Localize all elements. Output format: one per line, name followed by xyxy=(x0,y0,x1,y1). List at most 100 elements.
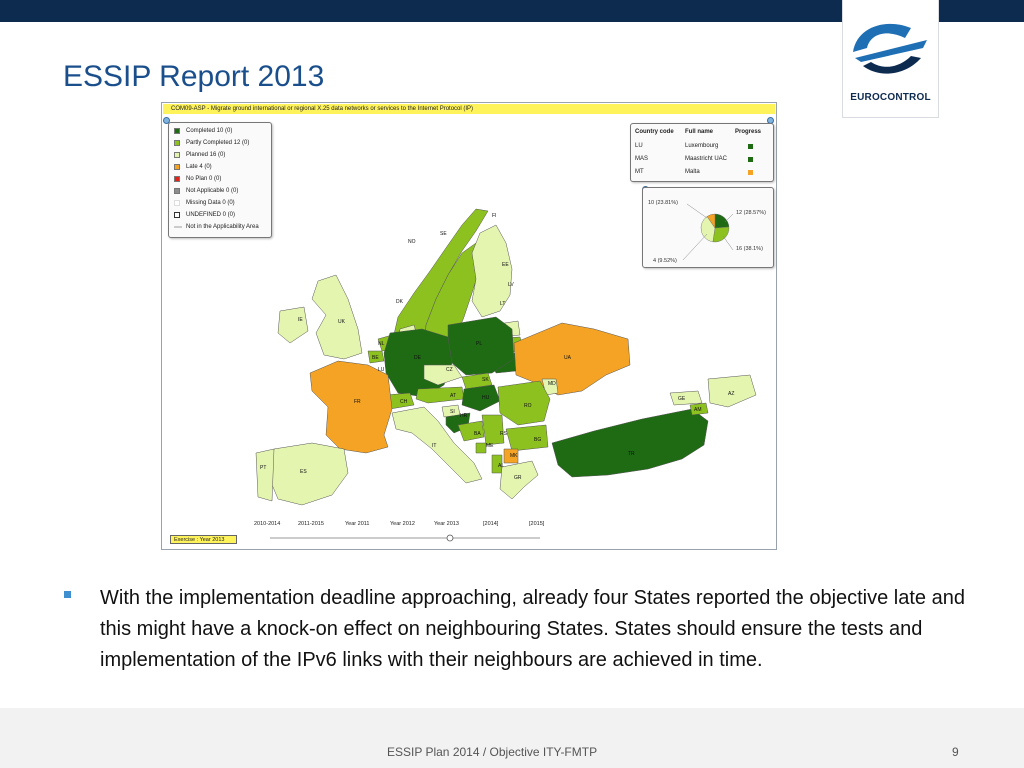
country-es xyxy=(267,442,349,506)
legend-label: No Plan 0 (0) xyxy=(186,176,222,182)
table-cell-code: LU xyxy=(635,143,643,149)
country-at xyxy=(415,386,465,404)
label-tr: TR xyxy=(628,451,635,457)
legend-label: Not Applicable 0 (0) xyxy=(186,188,239,194)
top-banner xyxy=(0,0,1024,22)
table-cell-code: MAS xyxy=(635,156,649,162)
pie-label: 10 (23.81%) xyxy=(648,200,678,206)
label-hu: HU xyxy=(482,395,490,401)
timeline-option[interactable]: Year 2012 xyxy=(390,521,415,527)
label-uk: UK xyxy=(338,319,346,325)
table-progress-swatch xyxy=(748,157,753,162)
legend-label: Partly Completed 12 (0) xyxy=(186,140,250,146)
legend-swatch xyxy=(174,226,182,228)
page-title: ESSIP Report 2013 xyxy=(63,60,325,93)
table-header-code: Country code xyxy=(635,129,674,135)
timeline-option[interactable]: [2014] xyxy=(483,521,499,527)
country-pl xyxy=(447,316,515,376)
legend-label: Not in the Applicability Area xyxy=(186,224,259,230)
label-bg: BG xyxy=(534,437,541,443)
country-it xyxy=(391,406,483,484)
label-pt: PT xyxy=(260,465,266,471)
legend-label: Completed 10 (0) xyxy=(186,128,233,134)
country-me xyxy=(475,442,487,454)
label-hr: HR xyxy=(460,413,468,419)
label-fi: FI xyxy=(492,213,496,219)
country-table: Country code Full name Progress LU Luxem… xyxy=(630,123,774,182)
page-number: 9 xyxy=(952,745,959,759)
label-se: SE xyxy=(440,231,447,237)
country-mk xyxy=(503,448,519,464)
table-header-name: Full name xyxy=(685,129,714,135)
country-fi xyxy=(471,224,513,318)
table-cell-code: MT xyxy=(635,169,644,175)
table-cell-name: Malta xyxy=(685,169,700,175)
legend-swatch xyxy=(174,176,180,182)
timeline-option[interactable]: Year 2011 xyxy=(345,521,370,527)
label-nl: NL xyxy=(378,341,385,347)
label-cz: CZ xyxy=(446,367,453,373)
pie-label: 16 (38.1%) xyxy=(736,246,763,252)
label-ro: RO xyxy=(524,403,532,409)
label-ge: GE xyxy=(678,396,686,402)
pie-leader-line xyxy=(722,235,734,251)
europe-map: FI SE NO EE LV LT DK IE UK NL BE LU DE P… xyxy=(255,208,757,542)
label-si: SI xyxy=(450,409,455,415)
footer-caption: ESSIP Plan 2014 / Objective ITY-FMTP xyxy=(387,745,598,759)
legend-label: UNDEFINED 0 (0) xyxy=(186,212,236,218)
timeline-option-selected[interactable]: Year 2013 xyxy=(434,521,459,527)
country-ge xyxy=(669,390,703,406)
label-ua: UA xyxy=(564,355,572,361)
timeline-option[interactable]: 2010-2014 xyxy=(254,521,281,527)
logo-wordmark: EUROCONTROL xyxy=(850,92,931,103)
table-progress-swatch xyxy=(748,144,753,149)
country-az xyxy=(707,374,757,408)
label-ch: CH xyxy=(400,399,408,405)
label-lv: LV xyxy=(508,282,514,288)
country-cz xyxy=(423,364,463,386)
footer-band xyxy=(0,708,1024,768)
legend-swatch xyxy=(174,212,180,218)
label-md: MD xyxy=(548,381,556,387)
legend-swatch xyxy=(174,152,180,158)
map-heading: COM09-ASP - Migrate ground international… xyxy=(163,104,775,114)
country-tr xyxy=(551,408,709,478)
label-pl: PL xyxy=(476,341,482,347)
eurocontrol-emblem-icon xyxy=(853,23,927,74)
map-panel: COM09-ASP - Migrate ground international… xyxy=(161,102,777,550)
legend-swatch xyxy=(174,188,180,194)
label-fr: FR xyxy=(354,399,361,405)
label-at: AT xyxy=(450,393,456,399)
pie-label: 12 (28.57%) xyxy=(736,210,766,216)
legend-swatch xyxy=(174,140,180,146)
bullet-paragraph: With the implementation deadline approac… xyxy=(100,587,965,671)
country-ba xyxy=(457,420,485,442)
label-gr: GR xyxy=(514,475,522,481)
country-fr xyxy=(309,360,393,454)
legend-swatch xyxy=(174,128,180,134)
timeline-option[interactable]: [2015] xyxy=(529,521,545,527)
legend-swatch xyxy=(174,200,180,206)
label-es: ES xyxy=(300,469,307,475)
country-ie xyxy=(277,306,309,344)
pie-slice xyxy=(712,226,730,243)
country-ua xyxy=(513,322,631,396)
country-gr xyxy=(499,460,539,500)
pie-slice xyxy=(706,213,716,229)
progress-pie-chart xyxy=(682,203,734,261)
table-cell-name: Maastricht UAC xyxy=(685,156,728,162)
label-lu: LU xyxy=(378,367,385,373)
label-lt: LT xyxy=(500,301,505,307)
timeline-option[interactable]: 2011-2015 xyxy=(298,521,324,527)
legend-pin-icon[interactable] xyxy=(163,117,170,124)
country-uk xyxy=(311,274,363,360)
pie-leader-line xyxy=(682,233,708,261)
timeline-handle xyxy=(446,534,454,542)
pie-label: 4 (9.52%) xyxy=(653,258,677,264)
label-rs: RS xyxy=(500,431,508,437)
exercise-badge: Exercise : Year 2013 xyxy=(170,535,237,544)
pie-leader-line xyxy=(724,213,734,223)
label-dk: DK xyxy=(396,299,404,305)
label-sk: SK xyxy=(482,377,489,383)
country-hu xyxy=(461,384,501,412)
